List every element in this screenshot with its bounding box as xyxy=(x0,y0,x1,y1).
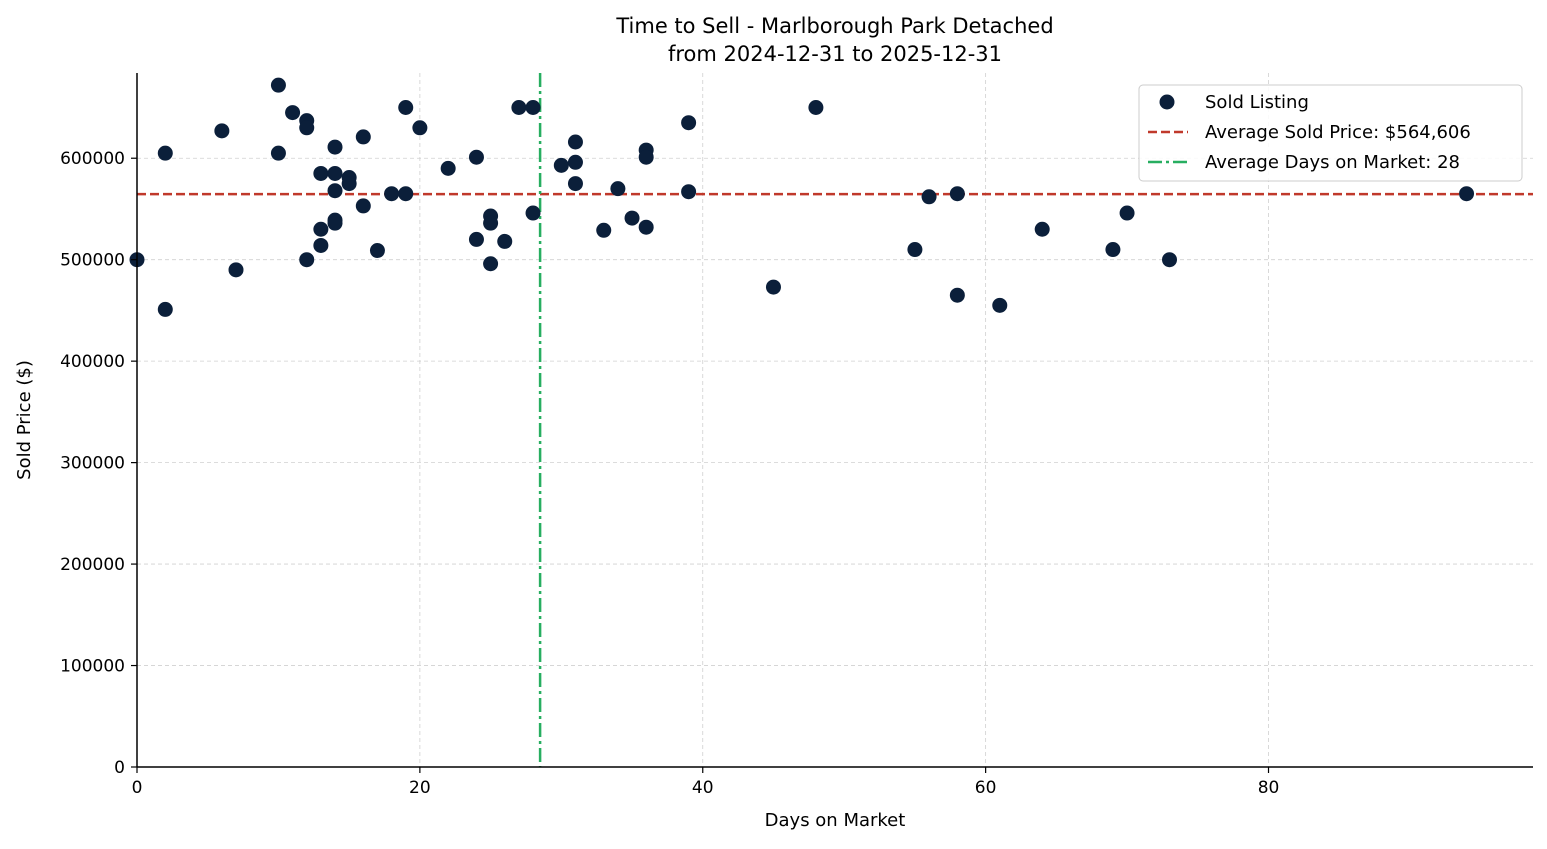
data-point xyxy=(553,157,569,173)
data-point xyxy=(949,186,965,202)
data-point xyxy=(341,176,357,192)
data-point xyxy=(228,262,244,278)
data-point xyxy=(327,165,343,181)
y-tick-label: 200000 xyxy=(60,555,125,575)
data-point xyxy=(468,149,484,165)
data-point xyxy=(567,154,583,170)
data-point xyxy=(327,139,343,155)
y-axis-label: Sold Price ($) xyxy=(14,360,35,480)
data-point xyxy=(270,77,286,93)
data-point xyxy=(567,134,583,150)
data-point xyxy=(384,186,400,202)
y-tick-label: 300000 xyxy=(60,454,125,474)
legend-label: Average Sold Price: $564,606 xyxy=(1205,122,1471,143)
data-point xyxy=(412,120,428,136)
data-point xyxy=(567,176,583,192)
chart-title-line1: Time to Sell - Marlborough Park Detached xyxy=(615,14,1053,38)
legend: Sold Listing Average Sold Price: $564,606… xyxy=(1138,84,1523,182)
data-point xyxy=(525,205,541,221)
data-point xyxy=(624,210,640,226)
data-point xyxy=(355,198,371,214)
data-point xyxy=(313,221,329,237)
chart-title-line2: from 2024-12-31 to 2025-12-31 xyxy=(668,42,1002,66)
data-point xyxy=(327,215,343,231)
data-point xyxy=(214,123,230,139)
data-point xyxy=(681,184,697,200)
reference-lines xyxy=(137,73,1533,767)
data-point xyxy=(949,287,965,303)
x-tick-label: 80 xyxy=(1258,778,1280,798)
data-points xyxy=(129,77,1475,317)
axes: 0 20 40 60 80 0 100000 200000 300000 400000 500000… xyxy=(60,73,1533,798)
data-point xyxy=(765,279,781,295)
data-point xyxy=(440,160,456,176)
data-point xyxy=(157,145,173,161)
data-point xyxy=(468,231,484,247)
data-point xyxy=(270,145,286,161)
data-point xyxy=(398,186,414,202)
data-point xyxy=(1162,252,1178,268)
legend-label: Sold Listing xyxy=(1205,92,1309,113)
x-axis-label: Days on Market xyxy=(765,810,906,831)
data-point xyxy=(313,165,329,181)
data-point xyxy=(921,189,937,205)
data-point xyxy=(992,297,1008,313)
data-point xyxy=(497,233,513,249)
data-point xyxy=(1459,186,1475,202)
y-tick-label: 600000 xyxy=(60,149,125,169)
data-point xyxy=(299,252,315,268)
data-point xyxy=(398,99,414,115)
data-point xyxy=(638,149,654,165)
data-point xyxy=(285,105,301,121)
data-point xyxy=(681,115,697,131)
data-point xyxy=(313,237,329,253)
data-point xyxy=(299,120,315,136)
data-point xyxy=(1119,205,1135,221)
x-tick-label: 0 xyxy=(132,778,143,798)
y-tick-label: 0 xyxy=(114,758,125,778)
y-tick-label: 500000 xyxy=(60,251,125,271)
data-point xyxy=(1105,242,1121,258)
data-point xyxy=(1034,221,1050,237)
data-point xyxy=(525,99,541,115)
data-point xyxy=(369,243,385,259)
y-tick-label: 400000 xyxy=(60,352,125,372)
legend-box xyxy=(1138,84,1523,182)
legend-label: Average Days on Market: 28 xyxy=(1205,152,1460,173)
data-point xyxy=(808,99,824,115)
data-point xyxy=(327,183,343,199)
y-tick-label: 100000 xyxy=(60,657,125,677)
data-point xyxy=(907,242,923,258)
legend-marker-sold xyxy=(1159,94,1175,110)
data-point xyxy=(355,129,371,145)
data-point xyxy=(511,99,527,115)
data-point xyxy=(157,301,173,317)
x-tick-label: 60 xyxy=(975,778,997,798)
data-point xyxy=(638,219,654,235)
x-tick-label: 40 xyxy=(692,778,714,798)
data-point xyxy=(596,222,612,238)
x-tick-label: 20 xyxy=(409,778,431,798)
data-point xyxy=(610,181,626,197)
data-point xyxy=(483,256,499,272)
data-point xyxy=(483,215,499,231)
